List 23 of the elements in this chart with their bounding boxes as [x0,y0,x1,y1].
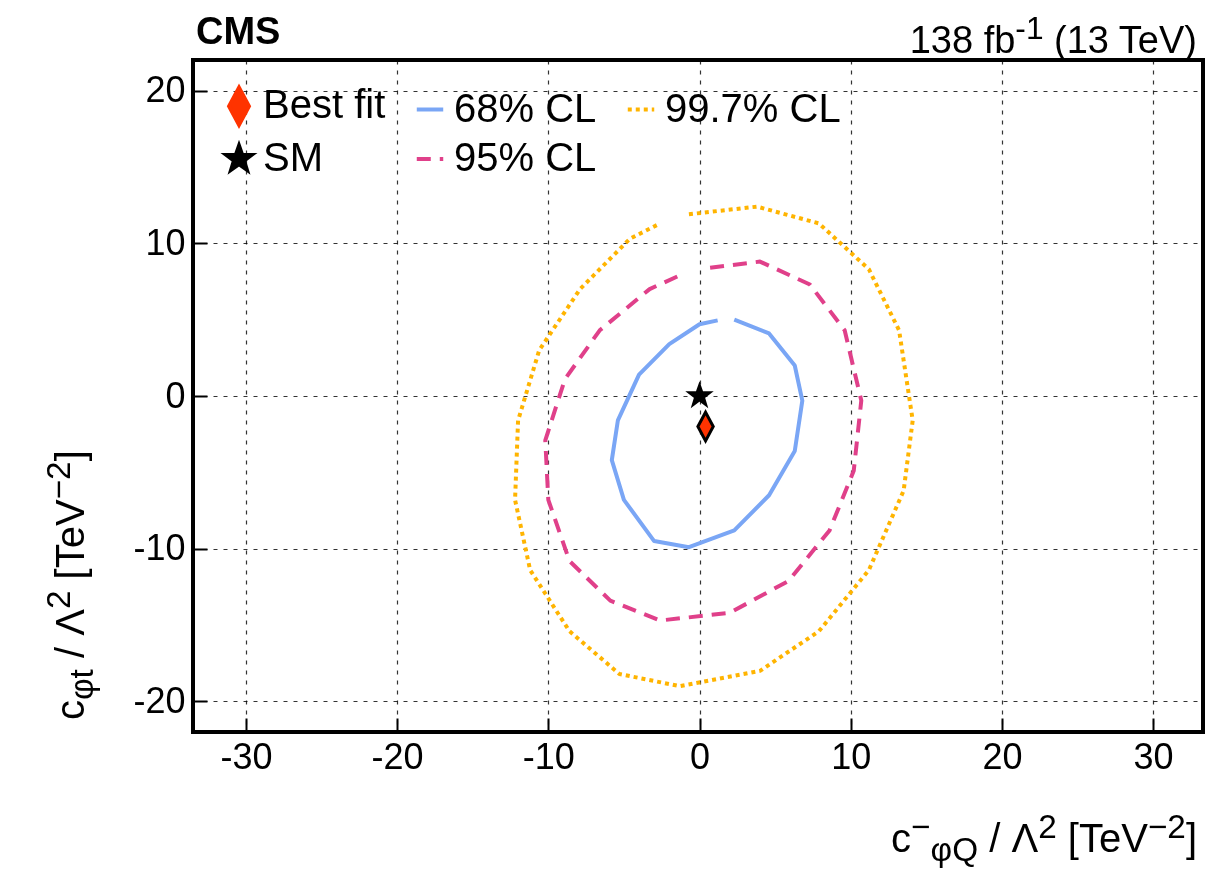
x-tick-label: 0 [690,735,711,777]
legend-label: SM [263,135,323,179]
x-tick-label: 20 [982,735,1023,777]
y-tick-label: -20 [133,679,186,721]
x-tick-label: -10 [522,735,575,777]
line-series [543,259,864,623]
chart-title: CMS [196,10,281,53]
legend-label: 99.7% CL [665,85,841,130]
y-tick-label: 20 [145,69,186,111]
legend-label: Best fit [263,82,386,127]
legend-label: 95% CL [454,135,597,179]
x-tick-label: 30 [1133,735,1174,777]
x-tick-label: -20 [371,735,424,777]
chart-subtitle: 138 fb$^{-1}$ (13 TeV) [909,10,1197,62]
line-series [609,317,805,550]
y-tick-label: 0 [165,374,186,416]
y-tick-label: 10 [145,221,186,263]
x-axis-title: c$^{−}$$_{φQ}$ / Λ$^{2}$ [TeV$^{−2}$] [891,808,1197,870]
y-tick-label: -10 [133,527,186,569]
x-tick-label: 10 [831,735,872,777]
line-series [513,204,915,689]
x-tick-label: -30 [220,735,273,777]
legend-label: 68% CL [454,85,597,130]
